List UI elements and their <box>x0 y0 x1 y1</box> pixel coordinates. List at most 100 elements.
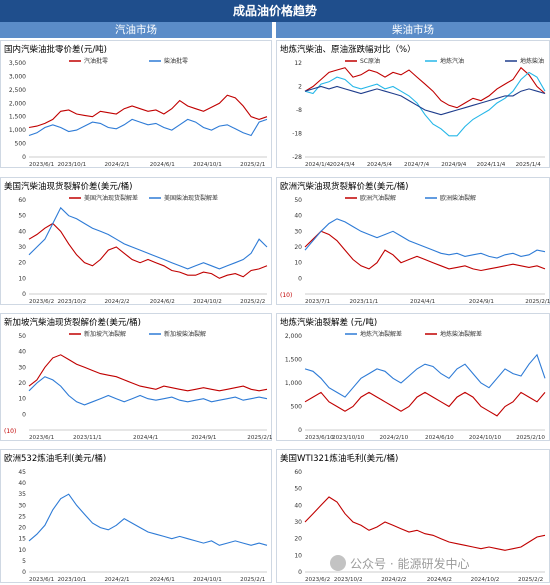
x-tick-label: 2023/11/1 <box>73 435 102 441</box>
x-tick-label: 2023/10/1 <box>57 162 86 168</box>
series-line-1 <box>28 376 268 406</box>
x-tick-label: 2024/10/2 <box>193 299 222 305</box>
x-tick-label: 2025/1/4 <box>516 162 542 168</box>
chart-panel-us-crack: 美国汽柴油现货裂解价差(美元/桶) 0 10 20 30 40 50 60 2023/6/2 2… <box>0 177 272 305</box>
y-tick-label: 2,000 <box>9 100 26 107</box>
chart-svg-us-margin: 0 10 20 30 40 50 60 2023/6/2 2023/10/2 2024/2/2 20… <box>294 469 546 583</box>
y-tick-label: -8 <box>296 107 302 114</box>
x-tick-label: 2024/6/10 <box>425 435 454 441</box>
legend-label-0: 新加坡汽油裂解 <box>84 330 126 338</box>
y-tick-label: 1,500 <box>285 357 302 364</box>
y-tick-label: 25 <box>18 513 26 520</box>
chart-title: 美国汽柴油现货裂解价差(美元/桶) <box>4 182 133 192</box>
series-line-1 <box>304 71 546 137</box>
legend-label-0: 美国汽油现货裂解差 <box>84 194 138 202</box>
x-tick-label: 2024/1/4 <box>305 162 331 168</box>
y-tick-label: 500 <box>15 141 27 148</box>
y-tick-label: 20 <box>294 244 302 251</box>
chart-panel-europe-margin: 欧洲532炼油毛利(美元/桶) 0 5 10 15 20 25 30 35 40 45 2023/6… <box>0 449 272 583</box>
series-line-1 <box>28 118 268 137</box>
x-tick-label: 2024/6/1 <box>150 162 176 168</box>
x-tick-label: 2024/4/1 <box>133 435 159 441</box>
x-tick-label: 2024/2/1 <box>104 577 130 583</box>
gasoline-section-header: 汽油市场 <box>0 22 272 38</box>
x-tick-label: 2024/6/1 <box>150 577 176 583</box>
y-tick-label: 20 <box>18 380 26 387</box>
chart-title: 欧洲532炼油毛利(美元/桶) <box>4 454 107 464</box>
chart-title: 新加坡汽柴油现货裂解价差(美元/桶) <box>4 318 141 328</box>
legend-label-2: 地炼柴油 <box>520 57 544 65</box>
y-tick-label: 1,000 <box>9 127 26 134</box>
x-tick-label: 2024/2/10 <box>379 435 408 441</box>
y-tick-label: 35 <box>18 491 26 498</box>
watermark: 公众号 · 能源研发中心 <box>330 555 469 572</box>
y-tick-label: 60 <box>294 469 302 476</box>
legend-label-0: SC原油 <box>360 57 380 65</box>
x-tick-label: 2023/6/2 <box>29 299 54 305</box>
x-tick-label: 2024/5/4 <box>367 162 393 168</box>
x-tick-label: 2023/6/10 <box>305 435 334 441</box>
chart-svg-europe-crack: 50 40 30 20 10 0 2023/7/1 2023/11/1 2024/4/1 2024… <box>280 194 550 305</box>
chart-svg-domestic-margin: 0 500 1,000 1,500 2,000 2,500 3,000 3,500 2023/6… <box>9 57 268 168</box>
y-tick-label: 500 <box>291 404 303 411</box>
y-tick-label: 40 <box>18 349 26 356</box>
x-tick-label: 2025/2/10 <box>516 435 545 441</box>
x-tick-label: 2024/10/1 <box>193 162 222 168</box>
series-line-0 <box>304 66 546 109</box>
series-line-1 <box>304 218 546 259</box>
chart-title: 地炼汽柴油裂解差 (元/吨) <box>280 318 378 328</box>
y-tick-label: 0 <box>22 154 26 161</box>
chart-panel-singapore-crack: 新加坡汽柴油现货裂解价差(美元/桶) 50 40 30 20 10 0 2023/6/1 20… <box>0 313 273 441</box>
chart-svg-us-crack: 0 10 20 30 40 50 60 2023/6/2 2023/10/2 2024/2/2 20… <box>18 194 268 305</box>
legend-label-1: 新加坡柴油裂解 <box>164 330 206 338</box>
series-line-1 <box>28 206 268 270</box>
chart-title: 欧洲汽柴油现货裂解价差(美元/桶) <box>280 182 409 192</box>
y-tick-label: 0 <box>298 275 302 282</box>
y-tick-label: 30 <box>18 502 26 509</box>
x-tick-label: 2023/6/1 <box>29 435 55 441</box>
chart-svg-singapore-crack: 50 40 30 20 10 0 2023/6/1 2023/11/1 2024/4/1 2024… <box>4 330 273 441</box>
legend-label-1: 欧洲柴油裂解 <box>440 194 476 202</box>
x-tick-label: 2025/2/1 <box>240 577 266 583</box>
x-tick-label: 2024/9/4 <box>441 162 467 168</box>
series-line-0 <box>28 222 268 279</box>
y-tick-label: 10 <box>294 260 302 267</box>
y-tick-label: 2,500 <box>9 87 26 94</box>
y-tick-label: 10 <box>18 547 26 554</box>
legend-label-1: 地炼柴油裂解差 <box>440 330 482 338</box>
series-line-2 <box>304 85 546 116</box>
x-tick-label: 2025/2/1 <box>525 299 550 305</box>
y-tick-label: 15 <box>18 536 26 543</box>
y-tick-label: 1,000 <box>285 380 302 387</box>
y-tick-label: 30 <box>294 228 302 235</box>
x-tick-label: 2024/10/1 <box>193 577 222 583</box>
y-tick-label: 2 <box>298 84 302 91</box>
series-line-0 <box>304 230 546 272</box>
chart-title: 美国WTI321炼油毛利(美元/桶) <box>280 454 399 464</box>
x-tick-label: 2023/11/1 <box>349 299 378 305</box>
x-tick-label: 2024/10/2 <box>471 577 500 583</box>
legend-label-1: 美国柴油现货裂解差 <box>164 194 218 202</box>
wechat-icon <box>330 555 346 571</box>
y-tick-label: 0 <box>298 427 302 434</box>
y-tick-label: 1,500 <box>9 114 26 121</box>
x-tick-label: 2024/3/4 <box>330 162 356 168</box>
chart-panel-local-crack: 地炼汽柴油裂解差 (元/吨) 0 500 1,000 1,500 2,000 2023/6… <box>276 313 550 441</box>
series-line-0 <box>28 94 268 129</box>
x-tick-label: 2023/10/10 <box>332 435 365 441</box>
x-tick-label: 2025/2/1 <box>240 162 266 168</box>
x-tick-label: 2024/6/2 <box>427 577 452 583</box>
x-tick-label: 2023/10/2 <box>57 299 86 305</box>
y-tick-label: 50 <box>294 486 302 493</box>
y-tick-label: 0 <box>22 411 26 418</box>
series-line-0 <box>304 353 546 398</box>
series-line-0 <box>28 493 268 546</box>
y-tick-label: 40 <box>18 480 26 487</box>
legend-label-1: 柴油批零 <box>164 57 188 65</box>
chart-panel-europe-crack: 欧洲汽柴油现货裂解价差(美元/桶) 50 40 30 20 10 0 2023/7/1 202… <box>276 177 550 305</box>
y-tick-label: -18 <box>292 131 302 138</box>
legend-label-0: 欧洲汽油裂解 <box>360 194 396 202</box>
page-title: 成品油价格趋势 <box>0 0 550 22</box>
chart-title: 地炼汽柴油、原油涨跌幅对比（%） <box>280 45 416 55</box>
x-tick-label: 2023/10/2 <box>334 577 363 583</box>
